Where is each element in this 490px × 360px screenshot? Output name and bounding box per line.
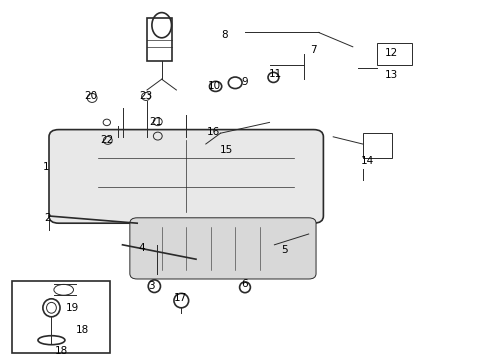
Text: 21: 21: [149, 117, 163, 127]
Text: 20: 20: [84, 91, 97, 102]
FancyBboxPatch shape: [49, 130, 323, 223]
Text: 2: 2: [45, 213, 51, 223]
Text: 1: 1: [43, 162, 50, 172]
Text: 8: 8: [221, 30, 228, 40]
Text: 22: 22: [100, 135, 114, 145]
Text: 23: 23: [139, 91, 153, 102]
Text: 6: 6: [242, 279, 248, 289]
Text: 19: 19: [66, 303, 79, 313]
Text: 5: 5: [281, 245, 288, 255]
Text: 12: 12: [384, 48, 398, 58]
Text: 13: 13: [384, 70, 398, 80]
Text: 14: 14: [361, 156, 374, 166]
Text: 4: 4: [139, 243, 146, 253]
Text: 3: 3: [148, 281, 155, 291]
FancyBboxPatch shape: [130, 218, 316, 279]
Text: 17: 17: [173, 293, 187, 303]
Text: 15: 15: [220, 145, 233, 156]
Text: 18: 18: [75, 325, 89, 336]
Text: 9: 9: [242, 77, 248, 87]
Text: 10: 10: [208, 81, 221, 91]
Text: 16: 16: [206, 127, 220, 138]
Text: 11: 11: [269, 69, 282, 79]
Text: 18: 18: [54, 346, 68, 356]
Text: 7: 7: [310, 45, 317, 55]
